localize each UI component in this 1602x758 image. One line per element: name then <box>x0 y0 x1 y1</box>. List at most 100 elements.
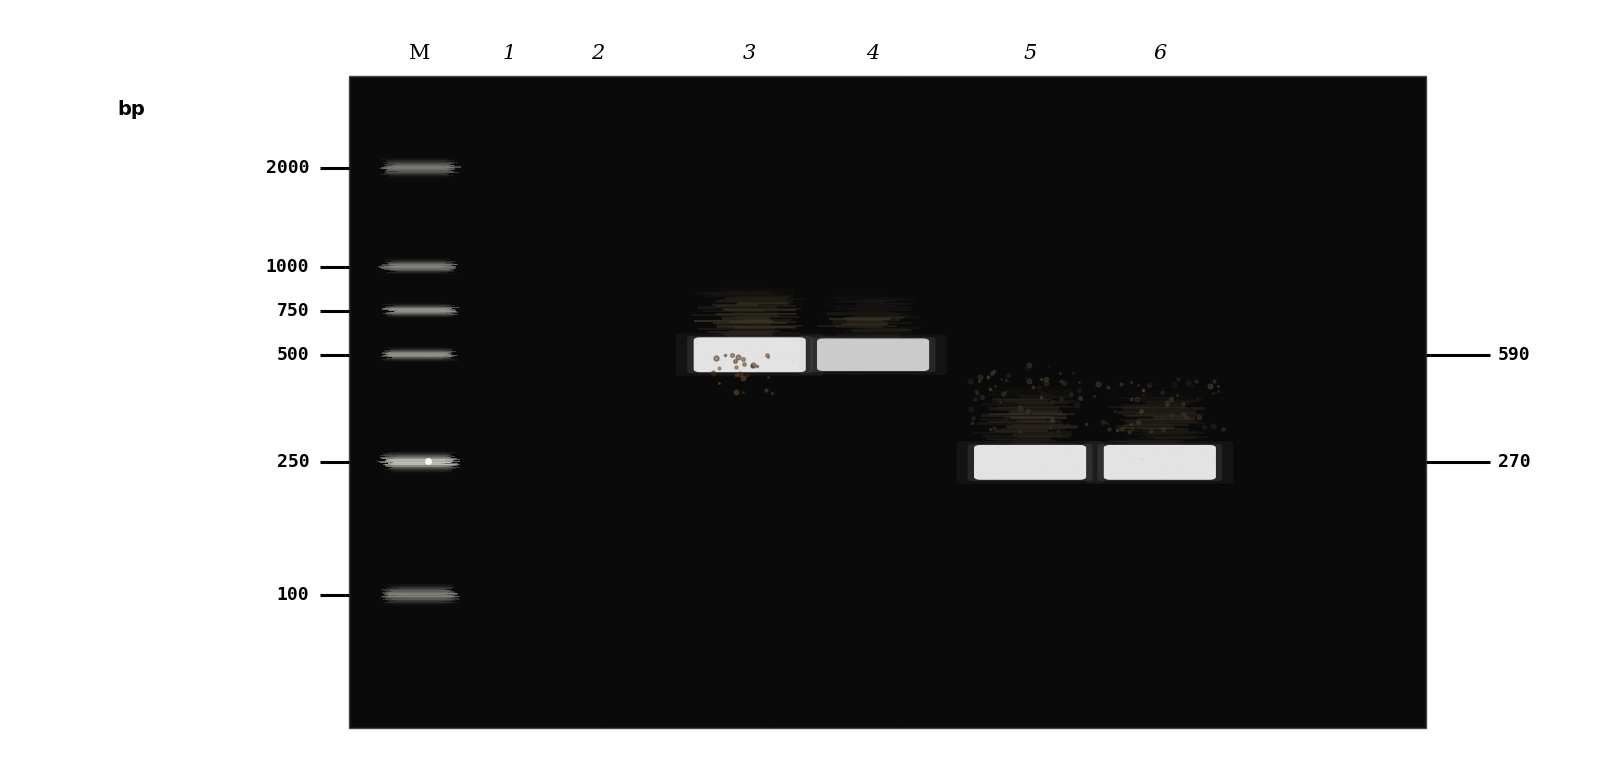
Bar <box>394 160 442 161</box>
Bar <box>391 467 452 468</box>
Bar <box>1016 402 1069 404</box>
Bar <box>825 338 896 340</box>
Bar <box>394 160 449 161</box>
Bar <box>1128 438 1187 440</box>
Bar <box>1128 394 1208 397</box>
Bar <box>391 161 445 162</box>
Bar <box>835 301 884 302</box>
Bar <box>396 177 447 178</box>
Bar <box>716 312 796 315</box>
Bar <box>388 161 442 162</box>
Bar <box>1155 437 1197 440</box>
Bar <box>852 332 915 334</box>
Bar <box>995 429 1048 431</box>
Bar <box>996 399 1048 402</box>
Bar <box>833 321 884 322</box>
Bar <box>388 600 455 601</box>
Bar <box>1147 451 1197 453</box>
Bar <box>389 464 447 465</box>
Bar <box>831 297 908 299</box>
Bar <box>724 309 796 311</box>
Bar <box>396 603 447 604</box>
Bar <box>831 298 905 299</box>
Bar <box>846 308 913 309</box>
Bar <box>394 457 445 458</box>
Bar <box>392 159 449 160</box>
Bar <box>1121 446 1195 448</box>
Bar <box>392 459 450 460</box>
Bar <box>1008 427 1077 429</box>
Bar <box>1145 402 1190 405</box>
FancyBboxPatch shape <box>968 444 1093 481</box>
FancyBboxPatch shape <box>817 338 929 371</box>
Bar <box>392 598 458 599</box>
Bar <box>392 586 455 587</box>
Bar <box>982 387 1056 390</box>
Bar <box>719 315 779 317</box>
Bar <box>392 178 447 179</box>
Bar <box>383 602 445 603</box>
Bar <box>383 159 449 160</box>
Bar <box>737 296 790 298</box>
Bar <box>1118 449 1168 451</box>
Bar <box>1125 410 1195 412</box>
Text: 4: 4 <box>867 43 879 63</box>
Bar <box>386 466 449 468</box>
Bar <box>378 170 452 171</box>
Bar <box>1017 420 1061 422</box>
Bar <box>702 291 785 293</box>
Bar <box>718 326 796 328</box>
Bar <box>396 165 455 166</box>
Bar <box>383 168 449 169</box>
Bar <box>384 173 449 174</box>
Bar <box>708 330 774 333</box>
Bar <box>732 312 780 314</box>
Bar <box>389 166 450 167</box>
Bar <box>1121 403 1182 406</box>
Bar <box>386 594 458 595</box>
Bar <box>852 330 910 332</box>
Bar <box>397 586 449 587</box>
Bar <box>1131 421 1205 424</box>
Bar <box>827 305 896 306</box>
Bar <box>1019 453 1065 455</box>
Bar <box>389 163 455 164</box>
Bar <box>1115 429 1189 431</box>
Bar <box>388 472 444 473</box>
Bar <box>384 586 447 587</box>
Bar <box>389 605 437 606</box>
Bar <box>396 585 450 586</box>
Bar <box>723 290 795 292</box>
Bar <box>1117 445 1187 447</box>
Bar <box>388 172 453 174</box>
Bar <box>859 340 902 342</box>
Bar <box>391 465 453 467</box>
Bar <box>855 305 905 308</box>
Bar <box>1136 412 1205 415</box>
Bar <box>1145 434 1195 437</box>
Text: 590: 590 <box>1498 346 1530 364</box>
Bar <box>386 165 441 166</box>
Bar <box>855 299 916 300</box>
Bar <box>859 327 921 329</box>
Bar <box>394 455 447 456</box>
Bar <box>391 175 453 176</box>
Bar <box>391 599 453 600</box>
FancyBboxPatch shape <box>676 334 823 376</box>
Bar <box>394 471 445 472</box>
Bar <box>394 599 447 600</box>
Bar <box>835 309 910 311</box>
Bar <box>843 343 897 345</box>
Bar <box>1128 447 1184 449</box>
Bar <box>391 601 450 602</box>
Bar <box>1123 414 1198 416</box>
Bar <box>1006 425 1078 428</box>
Text: 100: 100 <box>277 586 309 604</box>
Bar <box>996 446 1073 448</box>
Bar <box>1017 436 1069 438</box>
Bar <box>1012 443 1075 445</box>
Bar <box>846 319 900 321</box>
Bar <box>381 167 452 168</box>
Bar <box>388 593 457 594</box>
Bar <box>400 469 452 470</box>
